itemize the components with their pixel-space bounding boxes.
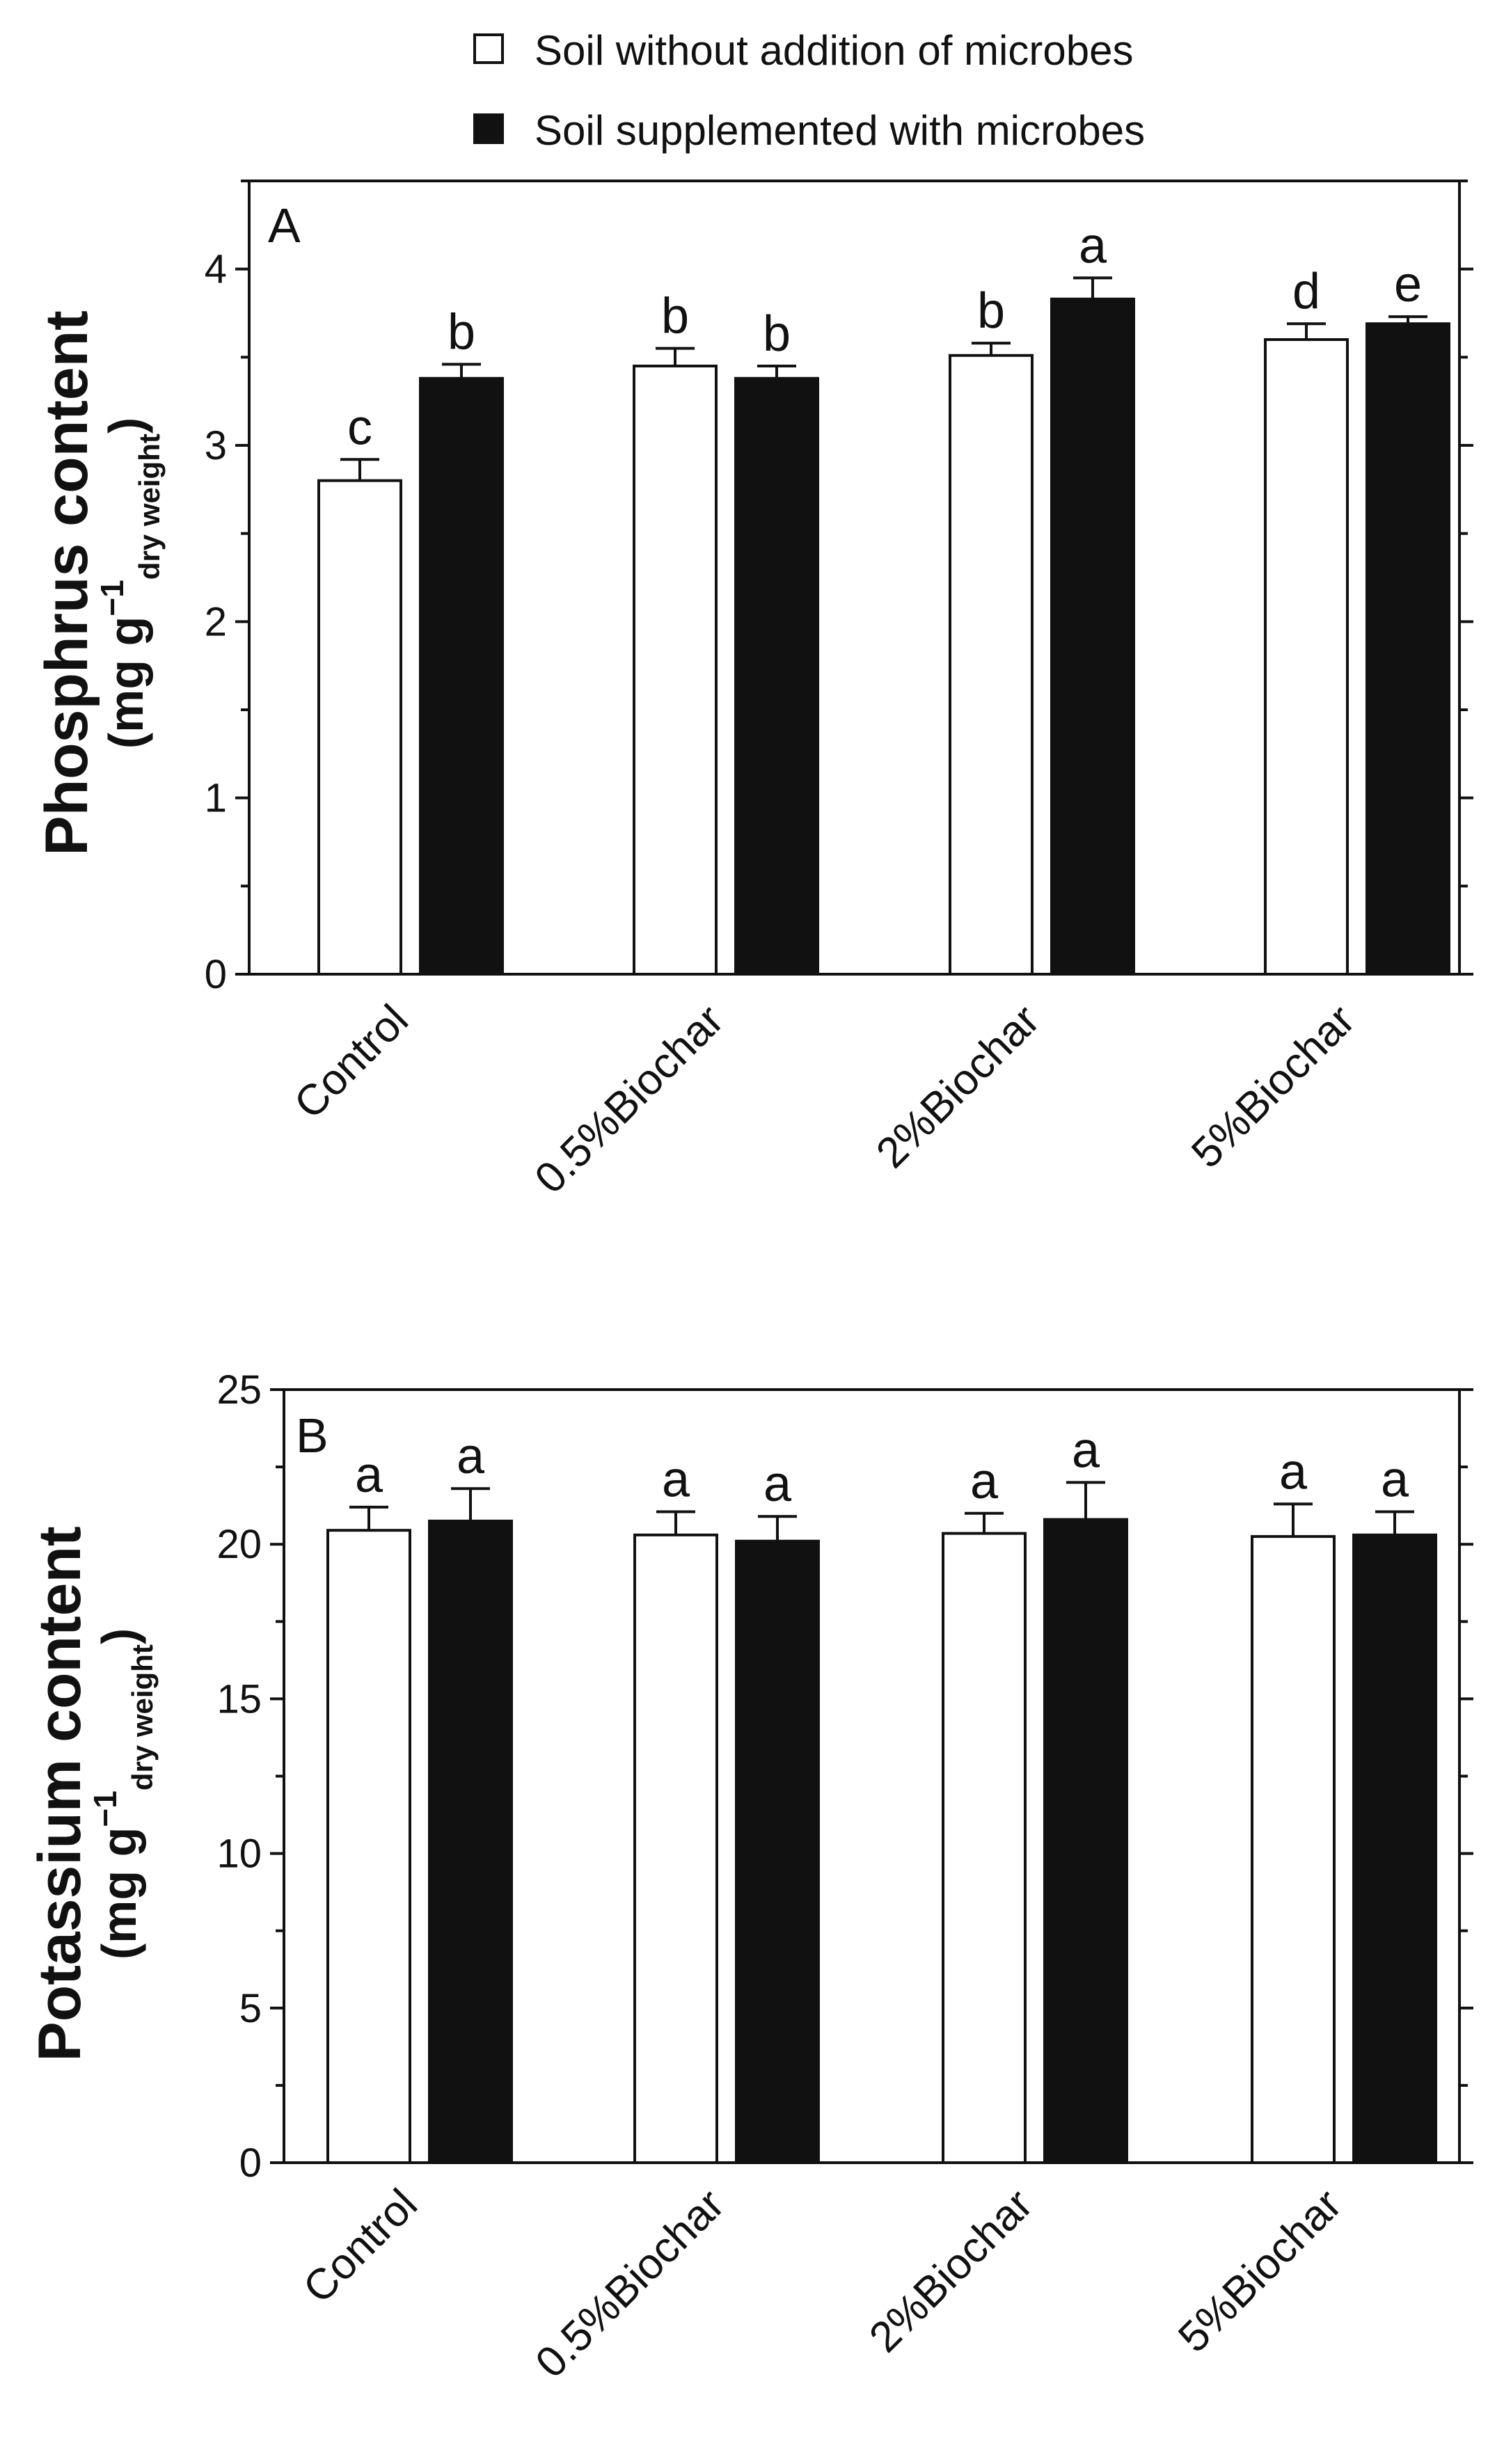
panel-b-significance-letter: a bbox=[970, 1454, 999, 1509]
panel-a-significance-letter: a bbox=[1079, 218, 1107, 273]
panel-a-bar bbox=[317, 479, 402, 976]
panel-b-bar bbox=[1352, 1533, 1437, 2164]
panel-b-ylabel-unit-close: ) bbox=[92, 1628, 146, 1644]
panel-a-category-label: 5%Biochar bbox=[1182, 996, 1364, 1177]
panel-a-significance-letter: b bbox=[763, 306, 791, 362]
panel-a-ylabel-unit: (mg g bbox=[99, 617, 153, 749]
panel-b-ytick-label: 5 bbox=[239, 1986, 262, 2031]
panel-b-ylabel-unit-sup: −1 bbox=[87, 1790, 123, 1827]
panel-a-significance-letter: b bbox=[448, 304, 475, 360]
panel-b-ytick-label: 20 bbox=[216, 1522, 262, 1567]
panel-b-bar bbox=[326, 1529, 411, 2164]
panel-b-ylabel-unit: (mg g bbox=[92, 1827, 146, 1960]
panel-b-bar bbox=[1251, 1535, 1336, 2165]
panel-b-ytick-label: 25 bbox=[216, 1367, 262, 1413]
legend-swatch-without-microbes bbox=[473, 33, 504, 64]
panel-b-bar bbox=[942, 1532, 1027, 2164]
panel-b-bar bbox=[735, 1539, 820, 2165]
panel-a-ytick-label: 0 bbox=[205, 952, 227, 997]
legend-swatch-with-microbes bbox=[473, 113, 504, 144]
panel-a-category-label: 0.5%Biochar bbox=[526, 996, 733, 1202]
panel-b-letter: B bbox=[296, 1408, 328, 1463]
panel-a-bar bbox=[1264, 338, 1349, 976]
panel-b-significance-letter: a bbox=[1072, 1422, 1100, 1478]
panel-a-significance-letter: d bbox=[1292, 264, 1320, 319]
panel-b-significance-letter: a bbox=[1381, 1452, 1409, 1508]
panel-a-letter: A bbox=[268, 198, 301, 253]
panel-b-bar bbox=[1043, 1518, 1128, 2164]
panel-b-ytick-label: 0 bbox=[239, 2140, 262, 2186]
panel-a-ylabel-line2: (mg g−1dry weight) bbox=[94, 418, 166, 749]
panel-a-bar bbox=[633, 365, 718, 976]
panel-a-ytick-label: 3 bbox=[205, 423, 227, 468]
panel-a-bar bbox=[734, 376, 819, 976]
panel-b-chart: 0 5 10 15 20 25 Ba a Control a a 0.5%Biochar a a 2%Bio… bbox=[26, 1367, 1473, 2387]
panel-b-bar bbox=[428, 1519, 513, 2165]
panel-a-significance-letter: c bbox=[347, 399, 372, 455]
panel-b-category-label: 2%Biochar bbox=[860, 2180, 1042, 2362]
panel-a-ytick-label: 2 bbox=[205, 599, 227, 644]
panel-b-ylabel-unit-sub: dry weight bbox=[126, 1644, 159, 1790]
panel-b-significance-letter: a bbox=[1279, 1444, 1308, 1500]
panel-a-ylabel-unit-sup: −1 bbox=[94, 580, 130, 616]
panel-b-category-label: 0.5%Biochar bbox=[527, 2180, 734, 2387]
panel-a-ylabel-line1: Phosphrus content bbox=[33, 310, 100, 856]
legend-label-with-microbes: Soil supplemented with microbes bbox=[535, 107, 1145, 154]
panel-a-bar bbox=[1050, 297, 1135, 976]
panel-a-bar bbox=[949, 353, 1034, 976]
panel-b-ytick-label: 10 bbox=[216, 1831, 262, 1877]
panel-b-category-label: 5%Biochar bbox=[1169, 2180, 1351, 2362]
panel-a-ytick-label: 1 bbox=[205, 776, 227, 821]
panel-a-significance-letter: e bbox=[1394, 257, 1422, 312]
panel-b-significance-letter: a bbox=[763, 1456, 792, 1512]
panel-a-plot-frame bbox=[248, 180, 1461, 976]
panel-a-ytick-label: 4 bbox=[205, 247, 227, 292]
panel-a-category-label: 2%Biochar bbox=[867, 996, 1049, 1177]
panel-a-significance-letter: b bbox=[661, 289, 689, 344]
panel-a-significance-letter: b bbox=[977, 283, 1005, 339]
panel-b-significance-letter: a bbox=[355, 1447, 383, 1503]
panel-a-bar bbox=[419, 376, 504, 976]
legend: Soil without addition of microbes Soil s… bbox=[473, 27, 1145, 154]
panel-b-significance-letter: a bbox=[457, 1429, 485, 1484]
panel-b-significance-letter: a bbox=[662, 1452, 690, 1508]
panel-b-category-label: Control bbox=[294, 2180, 427, 2312]
panel-a-chart: 0 1 2 3 4Ac b Control b b 0.5%Biochar b a 2%Biochar d… bbox=[33, 180, 1473, 1202]
panel-a-bar bbox=[1366, 322, 1450, 976]
panel-b-ytick-label: 15 bbox=[216, 1676, 262, 1722]
panel-b-ylabel-line2: (mg g−1dry weight) bbox=[87, 1628, 159, 1960]
legend-label-without-microbes: Soil without addition of microbes bbox=[535, 27, 1133, 74]
panel-a-category-label: Control bbox=[285, 996, 418, 1128]
panel-a-ylabel-unit-sub: dry weight bbox=[133, 434, 166, 580]
panel-b-ylabel-line1: Potassium content bbox=[26, 1526, 93, 2061]
panel-b-bar bbox=[633, 1533, 718, 2164]
panel-a-ylabel-unit-close: ) bbox=[99, 418, 153, 434]
